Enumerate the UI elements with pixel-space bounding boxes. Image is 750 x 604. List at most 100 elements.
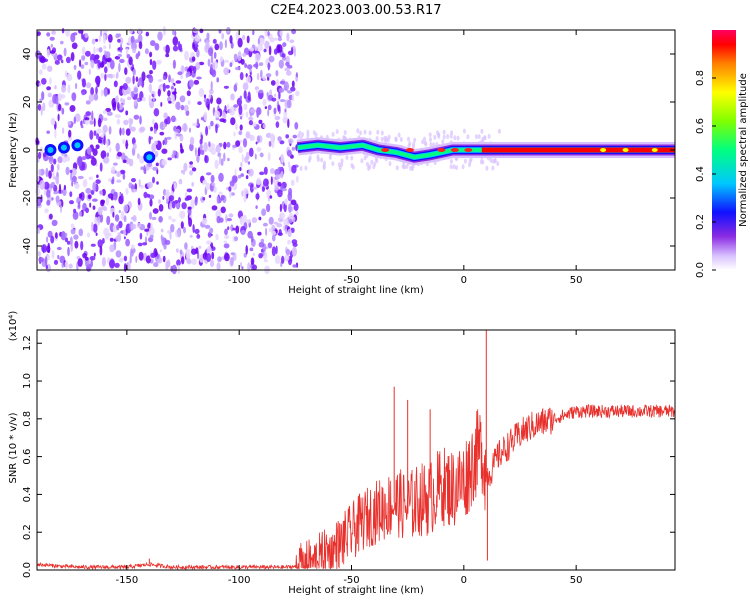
noise-speckle [247, 161, 251, 165]
noise-speckle [85, 207, 89, 214]
noise-speckle [61, 28, 65, 34]
noise-speckle [112, 102, 117, 111]
noise-speckle [262, 222, 268, 227]
noise-speckle [190, 199, 195, 210]
track-halo-speckle [452, 164, 456, 170]
noise-speckle [80, 240, 84, 251]
noise-speckle [281, 53, 286, 58]
noise-speckle [144, 228, 149, 232]
track-halo-speckle [481, 159, 485, 165]
noise-speckle [72, 211, 79, 220]
noise-speckle [250, 108, 256, 113]
noise-speckle [53, 191, 58, 195]
noise-speckle [263, 178, 269, 187]
noise-speckle [204, 224, 211, 229]
noise-speckle [294, 122, 299, 130]
noise-speckle [206, 240, 212, 245]
noise-speckle [170, 78, 175, 83]
noise-speckle [103, 206, 108, 212]
noise-speckle [267, 196, 270, 202]
noise-speckle [189, 170, 194, 176]
noise-speckle [97, 206, 103, 216]
noise-speckle [239, 124, 243, 131]
noise-speckle [44, 256, 48, 266]
noise-speckle [177, 40, 181, 51]
track-halo-speckle [442, 134, 446, 140]
noise-speckle [163, 243, 167, 250]
noise-speckle [245, 131, 251, 139]
noise-speckle [115, 33, 120, 39]
noise-speckle [201, 217, 208, 225]
track-halo-speckle [487, 133, 491, 139]
noise-speckle [64, 237, 68, 243]
track-hotspot [464, 148, 473, 152]
noise-speckle [295, 90, 300, 97]
noise-speckle [178, 197, 181, 203]
noise-speckle [254, 153, 257, 160]
noise-speckle [179, 142, 183, 149]
noise-speckle [50, 184, 55, 188]
track-halo-speckle [359, 130, 363, 136]
spectrogram-y-ticks: -40 -20 0 20 40 [22, 48, 675, 254]
noise-speckle [59, 255, 66, 264]
noise-speckle [158, 199, 161, 204]
noise-speckle [112, 162, 118, 166]
noise-speckle [113, 80, 118, 88]
noise-speckle [205, 182, 210, 191]
noise-speckle [57, 103, 62, 112]
noise-speckle [121, 152, 126, 161]
noise-speckle [256, 72, 260, 81]
noise-speckle [243, 252, 247, 258]
noise-speckle [229, 35, 233, 44]
noise-speckle [231, 175, 238, 184]
noise-speckle [130, 126, 136, 132]
noise-speckle [200, 149, 205, 155]
noise-speckle [148, 194, 155, 200]
noise-speckle [47, 249, 50, 253]
noise-speckle [208, 125, 211, 130]
noise-speckle [180, 104, 185, 111]
noise-speckle [186, 90, 191, 97]
noise-speckle [243, 193, 247, 203]
noise-speckle [57, 163, 60, 171]
noise-speckle [71, 167, 77, 177]
noise-speckle [162, 26, 166, 36]
noise-speckle [278, 87, 285, 93]
track-halo-speckle [368, 130, 372, 136]
snr-y-multiplier: (x10⁴) [8, 311, 19, 342]
noise-speckle [77, 201, 81, 209]
noise-speckle [109, 259, 115, 269]
snr-line [36, 403, 676, 571]
noise-speckle [257, 43, 263, 52]
noise-speckle [210, 147, 217, 155]
noise-speckle [254, 52, 261, 63]
noise-speckle [291, 164, 297, 174]
x-tick-label: 0 [461, 275, 467, 286]
noise-speckle [210, 174, 215, 183]
noise-speckle [283, 84, 288, 91]
noise-speckle [46, 86, 51, 91]
noise-speckle [193, 66, 197, 74]
track-halo-speckle [322, 163, 326, 169]
noise-speckle [132, 68, 136, 76]
noise-speckle [240, 173, 244, 177]
noise-speckle [42, 102, 46, 112]
noise-speckle [241, 190, 244, 197]
noise-speckle [159, 249, 162, 253]
noise-speckle [255, 193, 260, 200]
noise-speckle [143, 165, 146, 174]
noise-speckle [170, 86, 174, 90]
noise-speckle [170, 223, 175, 233]
noise-speckle [288, 218, 293, 224]
noise-speckle [196, 118, 200, 127]
noise-speckle [220, 158, 224, 167]
noise-speckle [115, 142, 120, 152]
noise-speckle [116, 224, 120, 231]
noise-speckle [188, 164, 194, 169]
noise-speckle [270, 168, 275, 174]
noise-speckle [79, 211, 83, 217]
noise-speckle [209, 227, 214, 234]
noise-speckle [285, 134, 290, 139]
track-halo-speckle [462, 128, 466, 134]
noise-speckle [90, 157, 97, 166]
